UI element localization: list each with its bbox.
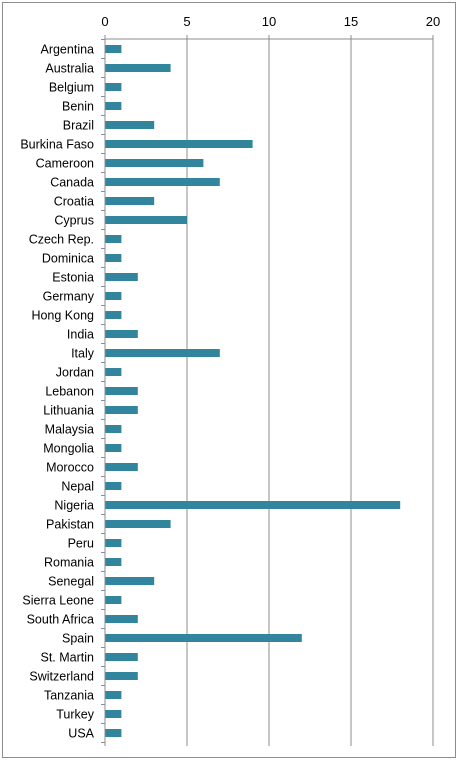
bar — [105, 672, 138, 680]
bar — [105, 64, 171, 72]
x-tick-label: 10 — [262, 14, 276, 29]
bar — [105, 539, 122, 547]
bar — [105, 463, 138, 471]
category-label: India — [67, 328, 94, 342]
category-label: Turkey — [56, 708, 94, 722]
bar — [105, 216, 187, 224]
category-label: Spain — [62, 632, 94, 646]
bar — [105, 45, 122, 53]
category-label: USA — [68, 727, 94, 741]
category-label: Sierra Leone — [22, 594, 94, 608]
category-label: Lebanon — [45, 385, 94, 399]
category-label: Tanzania — [44, 689, 94, 703]
bar — [105, 653, 138, 661]
bar — [105, 254, 122, 262]
bar — [105, 729, 122, 737]
category-label: Cameroon — [36, 157, 94, 171]
bar — [105, 368, 122, 376]
category-label: Lithuania — [43, 404, 94, 418]
bar — [105, 615, 138, 623]
category-label: Pakistan — [46, 518, 94, 532]
x-tick-label: 20 — [426, 14, 440, 29]
bar — [105, 520, 171, 528]
category-label: Brazil — [63, 119, 94, 133]
category-label: Germany — [43, 290, 95, 304]
bar — [105, 444, 122, 452]
bar — [105, 178, 220, 186]
category-label: Jordan — [56, 366, 94, 380]
bar — [105, 596, 122, 604]
bar — [105, 235, 122, 243]
chart-frame: Argentina Australia Belgium Benin Brazil Burk… — [2, 2, 456, 758]
category-label: Croatia — [54, 195, 94, 209]
axes — [101, 35, 434, 746]
category-labels: Argentina Australia Belgium Benin Brazil Burk… — [20, 43, 94, 741]
category-label: Nigeria — [54, 499, 94, 513]
bar — [105, 159, 204, 167]
x-tick-labels: 0 5 10 15 20 — [101, 14, 440, 29]
bar — [105, 197, 155, 205]
x-tick-label: 15 — [344, 14, 358, 29]
category-label: Czech Rep. — [29, 233, 94, 247]
bar — [105, 482, 122, 490]
bar — [105, 292, 122, 300]
category-label: Italy — [71, 347, 95, 361]
bar — [105, 387, 138, 395]
bar — [105, 349, 220, 357]
category-label: Dominica — [42, 252, 94, 266]
category-label: Mongolia — [43, 442, 94, 456]
bar — [105, 311, 122, 319]
bar — [105, 691, 122, 699]
category-label: Cyprus — [54, 214, 94, 228]
category-label: Romania — [44, 556, 94, 570]
x-tick-label: 0 — [101, 14, 108, 29]
bar — [105, 710, 122, 718]
gridlines — [186, 39, 434, 746]
category-label: South Africa — [27, 613, 94, 627]
bar — [105, 406, 138, 414]
category-label: Malaysia — [45, 423, 94, 437]
bar — [105, 425, 122, 433]
category-label: Morocco — [46, 461, 94, 475]
category-label: Peru — [68, 537, 94, 551]
category-label: Nepal — [61, 480, 94, 494]
bar — [105, 634, 302, 642]
bar — [105, 501, 401, 509]
x-tick-label: 5 — [183, 14, 190, 29]
category-label: St. Martin — [41, 651, 95, 665]
bar — [105, 330, 138, 338]
category-label: Hong Kong — [31, 309, 94, 323]
category-label: Australia — [45, 62, 94, 76]
bar — [105, 558, 122, 566]
category-label: Switzerland — [29, 670, 94, 684]
category-label: Senegal — [48, 575, 94, 589]
category-label: Belgium — [49, 81, 94, 95]
category-label: Argentina — [40, 43, 94, 57]
bar — [105, 102, 122, 110]
bar-chart: Argentina Australia Belgium Benin Brazil Burk… — [20, 14, 440, 746]
bar — [105, 121, 155, 129]
bar — [105, 83, 122, 91]
bar — [105, 140, 253, 148]
category-label: Estonia — [52, 271, 94, 285]
bar — [105, 273, 138, 281]
bars — [105, 45, 401, 737]
category-label: Canada — [50, 176, 94, 190]
category-label: Benin — [62, 100, 94, 114]
category-label: Burkina Faso — [20, 138, 94, 152]
bar — [105, 577, 155, 585]
